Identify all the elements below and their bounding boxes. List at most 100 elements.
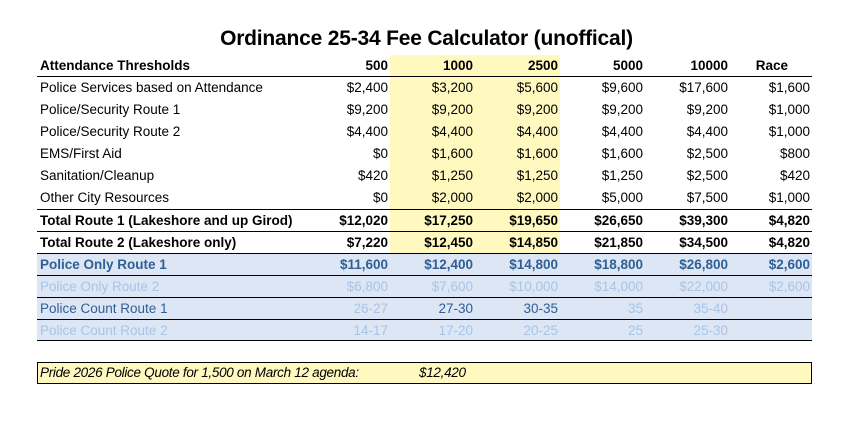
page-title: Ordinance 25-34 Fee Calculator (unoffica… — [220, 27, 633, 50]
cell-1000: $9,200 — [431, 102, 473, 117]
row-label: Police Services based on Attendance — [40, 80, 263, 95]
cell-5000: $26,650 — [594, 213, 643, 228]
cell-2500: $19,650 — [509, 213, 558, 228]
cell-race: $4,820 — [768, 213, 810, 228]
table-row-other-resources: Other City Resources $0 $2,000 $2,000 $5… — [37, 187, 812, 209]
cell-500: $7,220 — [346, 235, 388, 250]
table-row-ems: EMS/First Aid $0 $1,600 $1,600 $1,600 $2… — [37, 143, 812, 165]
cell-5000: $14,000 — [594, 279, 643, 294]
cell-1000: $12,400 — [424, 257, 473, 272]
cell-race: $2,600 — [768, 279, 810, 294]
row-label: Total Route 1 (Lakeshore and up Girod) — [40, 213, 293, 228]
table-row-total-route-1: Total Route 1 (Lakeshore and up Girod) $… — [37, 209, 812, 231]
cell-10000: $2,500 — [686, 168, 728, 183]
cell-1000: 27-30 — [438, 301, 473, 316]
cell-race: $1,000 — [768, 190, 810, 205]
header-col-500: 500 — [365, 58, 388, 73]
header-col-2500: 2500 — [527, 58, 558, 73]
cell-1000: 17-20 — [438, 323, 473, 338]
row-label: Police Only Route 2 — [40, 279, 160, 294]
cell-2500: $2,000 — [516, 190, 558, 205]
cell-5000: $9,200 — [601, 102, 643, 117]
cell-500: $11,600 — [339, 257, 388, 272]
fee-table: Attendance Thresholds 500 1000 2500 5000… — [37, 55, 812, 341]
cell-2500: $5,600 — [516, 80, 558, 95]
cell-500: $4,400 — [346, 124, 388, 139]
row-label: EMS/First Aid — [40, 146, 122, 161]
cell-500: $9,200 — [346, 102, 388, 117]
row-label: Other City Resources — [40, 190, 170, 205]
cell-10000: $34,500 — [679, 235, 728, 250]
cell-race: $800 — [779, 146, 810, 161]
header-label: Attendance Thresholds — [40, 58, 191, 73]
table-row-police-only-route-2: Police Only Route 2 $6,800 $7,600 $10,00… — [37, 275, 812, 297]
cell-5000: $21,850 — [594, 235, 643, 250]
header-col-1000: 1000 — [442, 58, 473, 73]
cell-2500: $14,850 — [509, 235, 558, 250]
cell-2500: $4,400 — [516, 124, 558, 139]
cell-500: $12,020 — [339, 213, 388, 228]
row-label: Police/Security Route 2 — [40, 124, 181, 139]
cell-10000: $4,400 — [686, 124, 728, 139]
cell-5000: 35 — [627, 301, 643, 316]
cell-2500: 20-25 — [523, 323, 558, 338]
table-row-total-route-2: Total Route 2 (Lakeshore only) $7,220 $1… — [37, 231, 812, 253]
cell-2500: $9,200 — [516, 102, 558, 117]
cell-500: 26-27 — [353, 301, 388, 316]
cell-race: $1,000 — [768, 102, 810, 117]
cell-2500: $1,600 — [516, 146, 558, 161]
cell-5000: $4,400 — [601, 124, 643, 139]
cell-5000: $1,250 — [601, 168, 643, 183]
table-row-police-count-route-1: Police Count Route 1 26-27 27-30 30-35 3… — [37, 297, 812, 319]
cell-1000: $3,200 — [431, 80, 473, 95]
header-col-race: Race — [755, 58, 788, 73]
row-label: Police Count Route 1 — [40, 301, 168, 316]
cell-1000: $7,600 — [431, 279, 473, 294]
cell-5000: $5,000 — [601, 190, 643, 205]
header-col-10000: 10000 — [690, 58, 728, 73]
cell-10000: 35-40 — [693, 301, 728, 316]
quote-label: Pride 2026 Police Quote for 1,500 on Mar… — [40, 365, 359, 380]
highlighted-columns-band — [390, 55, 560, 254]
cell-race: $1,600 — [768, 80, 810, 95]
table-row-security-route-2: Police/Security Route 2 $4,400 $4,400 $4… — [37, 121, 812, 143]
cell-1000: $17,250 — [424, 213, 473, 228]
cell-5000: 25 — [627, 323, 643, 338]
cell-race: $2,600 — [768, 257, 810, 272]
cell-race: $420 — [779, 168, 810, 183]
cell-500: $420 — [357, 168, 388, 183]
cell-2500: $14,800 — [509, 257, 558, 272]
cell-10000: $9,200 — [686, 102, 728, 117]
quote-value: $12,420 — [419, 365, 466, 380]
cell-10000: 25-30 — [693, 323, 728, 338]
cell-5000: $9,600 — [601, 80, 643, 95]
cell-500: $6,800 — [346, 279, 388, 294]
cell-10000: $2,500 — [686, 146, 728, 161]
cell-1000: $2,000 — [431, 190, 473, 205]
table-row-sanitation: Sanitation/Cleanup $420 $1,250 $1,250 $1… — [37, 165, 812, 187]
cell-2500: $10,000 — [509, 279, 558, 294]
cell-race: $4,820 — [768, 235, 810, 250]
cell-500: $2,400 — [346, 80, 388, 95]
table-row-police-services: Police Services based on Attendance $2,4… — [37, 77, 812, 99]
cell-race: $1,000 — [768, 124, 810, 139]
cell-500: $0 — [372, 146, 388, 161]
row-label: Police/Security Route 1 — [40, 102, 181, 117]
cell-10000: $22,000 — [679, 279, 728, 294]
row-label: Police Count Route 2 — [40, 323, 168, 338]
row-label: Police Only Route 1 — [40, 257, 167, 272]
cell-1000: $1,600 — [431, 146, 473, 161]
row-label: Sanitation/Cleanup — [40, 168, 155, 183]
cell-5000: $18,800 — [594, 257, 643, 272]
cell-2500: $1,250 — [516, 168, 558, 183]
cell-500: 14-17 — [353, 323, 388, 338]
cell-5000: $1,600 — [601, 146, 643, 161]
cell-1000: $12,450 — [424, 235, 473, 250]
cell-10000: $26,800 — [679, 257, 728, 272]
row-label: Total Route 2 (Lakeshore only) — [40, 235, 237, 250]
header-col-5000: 5000 — [612, 58, 643, 73]
cell-10000: $7,500 — [686, 190, 728, 205]
cell-1000: $4,400 — [431, 124, 473, 139]
cell-10000: $39,300 — [679, 213, 728, 228]
table-row-police-only-route-1: Police Only Route 1 $11,600 $12,400 $14,… — [37, 253, 812, 275]
